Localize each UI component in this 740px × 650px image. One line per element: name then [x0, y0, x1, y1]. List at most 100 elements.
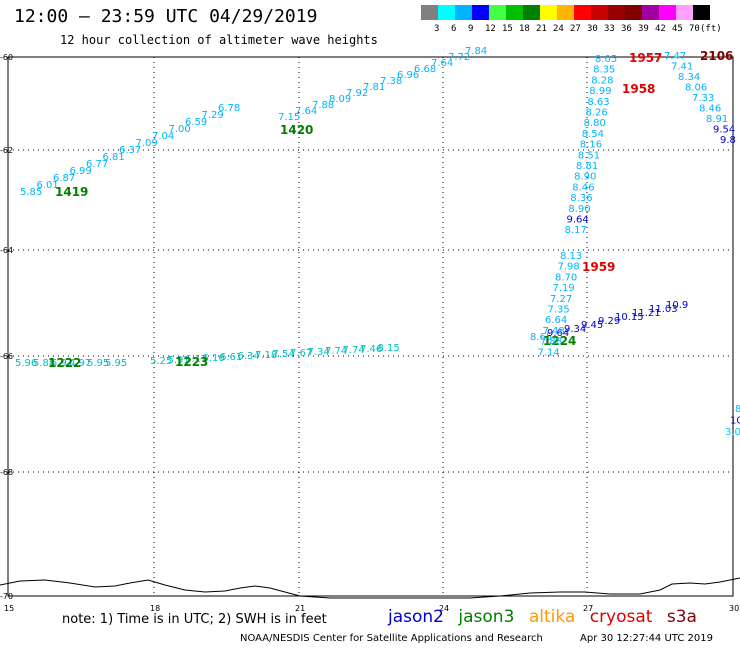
legend-cryosat: cryosat	[589, 607, 653, 627]
scale-swatch	[506, 5, 523, 20]
scale-swatch	[523, 5, 540, 20]
wave-height-value: 8.46	[572, 182, 594, 193]
wave-height-value: 11.21	[632, 308, 661, 319]
track-2106: 7.477.418.348.067.338.468.919.549.8 2106	[664, 49, 736, 146]
track-1420: 7.157.647.888.097.927.817.386.966.687.64…	[278, 46, 487, 137]
wave-height-value: 7.74	[325, 346, 347, 357]
pass-time-label: 1419	[55, 185, 88, 199]
latitude-label: -60	[0, 53, 13, 62]
track-1223: 5.255.916.176.166.616.347.187.547.677.34…	[150, 343, 400, 369]
scale-swatch	[642, 5, 659, 20]
track-misc: 810.93.08	[725, 404, 740, 438]
wave-height-value: 5.25	[150, 356, 172, 367]
wave-height-value: 11.03	[649, 304, 678, 315]
wave-height-value: 7.98	[558, 262, 580, 273]
coastline	[0, 577, 740, 599]
longitude-label: 18	[150, 604, 160, 613]
scale-swatch	[608, 5, 625, 20]
wave-height-value: 10.9	[730, 416, 740, 427]
scale-label: 21	[536, 24, 547, 34]
wave-height-value: 5.85	[20, 187, 42, 198]
wave-height-value: 8.26	[586, 108, 608, 119]
wave-height-value: 8.36	[570, 193, 592, 204]
wave-height-value: 7.88	[312, 100, 334, 111]
scale-swatch	[659, 5, 676, 20]
wave-height-value: 7.54	[273, 349, 295, 360]
scale-swatch	[557, 5, 574, 20]
wave-height-value: 4.97	[69, 358, 91, 369]
wave-height-value: 7.47	[664, 51, 686, 62]
legend-jason2: jason2	[388, 607, 444, 627]
wave-height-value: 5.91	[51, 358, 73, 369]
map-title: 12:00 – 23:59 UTC 04/29/2019	[14, 6, 318, 27]
longitude-label: 30	[729, 604, 739, 613]
longitude-label: 15	[4, 604, 14, 613]
wave-height-value: 7.15	[278, 112, 300, 123]
wave-height-value: 8.51	[578, 150, 600, 161]
scale-swatch	[591, 5, 608, 20]
scale-swatch	[540, 5, 557, 20]
wave-height-value: 9.29	[598, 316, 620, 327]
wave-height-value: 8.05	[595, 54, 617, 65]
pass-time-label: 1959	[582, 260, 615, 274]
longitude-label: 27	[583, 604, 593, 613]
track-1957: 8.058.358.288.998.638.268.808.548.168.51…	[565, 51, 663, 236]
wave-height-value: 6.64	[545, 315, 567, 326]
wave-height-value: 7.29	[202, 110, 224, 121]
latitude-label: -68	[0, 468, 13, 477]
latitude-label: -70	[0, 592, 13, 601]
wave-height-value: 3.08	[725, 427, 740, 438]
wave-height-value: 7.72	[448, 52, 470, 63]
scale-label: 36	[621, 24, 632, 34]
wave-height-value: 8.15	[378, 343, 400, 354]
scale-label: 33	[604, 24, 615, 34]
wave-height-value: 8.17	[565, 225, 587, 236]
wave-height-value: 5.91	[168, 355, 190, 366]
map-subtitle: 12 hour collection of altimeter wave hei…	[60, 33, 378, 47]
scale-swatch	[574, 5, 591, 20]
wave-height-value: 6.78	[218, 103, 240, 114]
track-1958: 1958	[622, 82, 655, 96]
scale-swatch	[489, 5, 506, 20]
wave-height-value: 7.84	[465, 46, 487, 57]
wave-height-value: 6.17	[185, 354, 207, 365]
scale-swatch	[455, 5, 472, 20]
axis-labels: -60 -62 -64 -66 -68 -70 15 18 21 24 27 30	[0, 53, 739, 613]
wave-height-value: 5.88	[33, 358, 55, 369]
satellite-tracks: 5.856.016.876.996.776.816.377.097.047.00…	[15, 46, 740, 438]
wave-height-value: 7.38	[380, 76, 402, 87]
latitude-label: -62	[0, 146, 13, 155]
wave-height-value: 7.09	[136, 138, 158, 149]
pass-time-label: 1958	[622, 82, 655, 96]
wave-height-value: 6.81	[103, 152, 125, 163]
wave-height-value: 7.74	[343, 345, 365, 356]
wave-height-value: 8.70	[555, 272, 577, 283]
scale-label: 9	[468, 24, 474, 34]
pass-time-label: 2106	[700, 49, 733, 63]
wave-height-value: 7.04	[152, 131, 174, 142]
scale-label: 70	[689, 24, 700, 34]
wave-height-value: 6.61	[220, 352, 242, 363]
wave-height-value: 7.14	[538, 347, 560, 358]
wave-height-value: 8.16	[580, 140, 602, 151]
scale-swatch	[625, 5, 642, 20]
track-1959: 8.137.988.707.197.277.356.647.487.887.14…	[538, 251, 616, 358]
wave-height-value: 6.01	[37, 180, 59, 191]
scale-label: 6	[451, 24, 457, 34]
map-frame	[7, 56, 734, 597]
pass-time-label: 1957	[629, 51, 662, 65]
wave-height-value: 5.95	[105, 358, 127, 369]
latitude-label: -66	[0, 352, 13, 361]
wave-height-value: 8.90	[568, 204, 590, 215]
wave-height-value: 8.65	[530, 332, 552, 343]
longitude-label: 21	[295, 604, 305, 613]
legend-s3a: s3a	[666, 607, 697, 627]
wave-height-value: 7.34	[308, 347, 330, 358]
pass-time-label: 1223	[175, 355, 208, 369]
scale-label: 39	[638, 24, 649, 34]
graticule	[7, 56, 734, 597]
wave-height-value: 7.67	[290, 348, 312, 359]
scale-unit: (ft)	[700, 24, 722, 34]
